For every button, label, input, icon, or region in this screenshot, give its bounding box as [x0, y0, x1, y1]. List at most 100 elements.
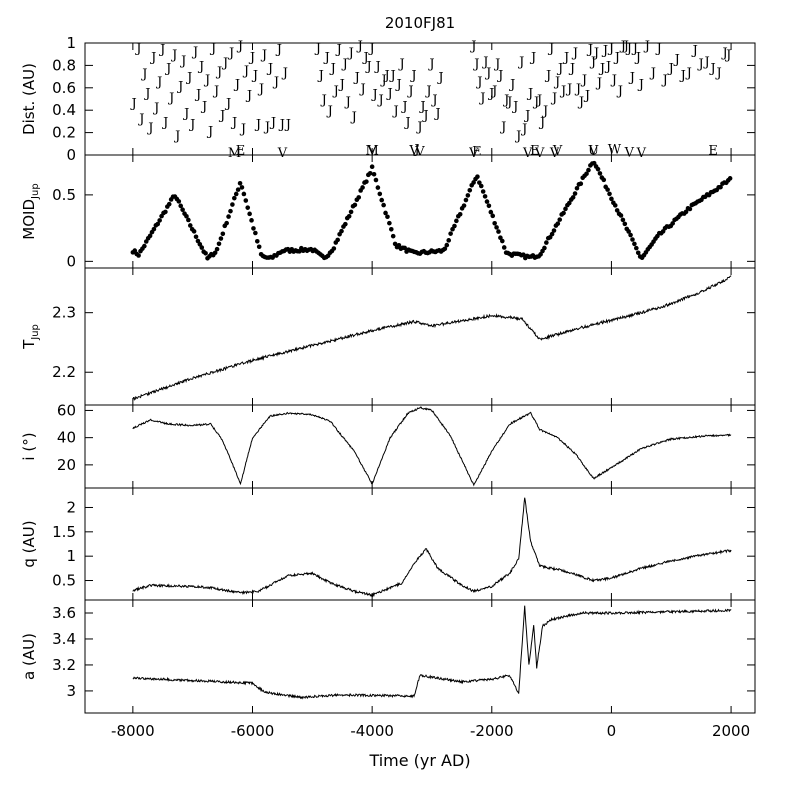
- moid-point: [385, 214, 390, 220]
- moid-point: [339, 228, 344, 234]
- marker-J: J: [478, 91, 485, 106]
- marker-J: J: [598, 62, 605, 77]
- panel-frame-q: [84, 487, 756, 601]
- marker-J: J: [359, 82, 366, 97]
- marker-J: J: [379, 73, 386, 88]
- marker-J: J: [409, 68, 416, 83]
- marker-J: J: [520, 122, 527, 137]
- marker-E: E: [708, 143, 718, 158]
- y-tick-label-dist: 0: [66, 146, 76, 164]
- moid-point: [563, 206, 568, 212]
- moid-point: [467, 187, 473, 193]
- y-axis-label-a: a (AU): [20, 633, 38, 680]
- marker-J: J: [526, 86, 533, 101]
- marker-J: J: [714, 66, 721, 81]
- series-line-incl: [132, 406, 732, 487]
- moid-point: [488, 209, 494, 215]
- marker-J: J: [269, 115, 276, 130]
- marker-V: V: [366, 143, 377, 158]
- marker-J: J: [493, 57, 500, 72]
- panel-frame-incl: [84, 404, 756, 489]
- moid-point: [249, 218, 254, 223]
- marker-E: E: [236, 143, 246, 158]
- marker-J: J: [149, 50, 156, 65]
- y-axis-label-incl: i (°): [20, 432, 38, 460]
- marker-J: J: [248, 50, 255, 65]
- marker-J: J: [251, 68, 258, 83]
- moid-point: [360, 185, 365, 190]
- marker-J: J: [625, 41, 632, 56]
- marker-U: U: [588, 143, 599, 158]
- moid-point: [551, 228, 557, 233]
- moid-point: [578, 181, 584, 187]
- marker-J: J: [155, 75, 162, 90]
- moid-point: [612, 203, 618, 208]
- moid-point: [727, 176, 733, 181]
- moid-point: [136, 253, 141, 258]
- moid-point: [475, 174, 480, 179]
- panel-tjup: 2.2 2.3 TJup: [20, 267, 756, 406]
- moid-point: [375, 185, 381, 190]
- y-tick-label-tjup: 2.2: [52, 363, 76, 381]
- moid-point: [484, 199, 490, 204]
- marker-J: J: [197, 59, 204, 74]
- marker-J: J: [559, 84, 566, 99]
- marker-M: M: [228, 146, 241, 161]
- marker-J: J: [667, 62, 674, 77]
- moid-point: [216, 241, 222, 247]
- marker-J: J: [697, 57, 704, 72]
- marker-J: J: [490, 84, 497, 99]
- marker-J: J: [616, 84, 623, 99]
- moid-point: [463, 197, 469, 203]
- marker-J: J: [257, 82, 264, 97]
- marker-J: J: [254, 118, 261, 133]
- moid-point: [377, 191, 383, 197]
- marker-J: J: [236, 39, 243, 54]
- y-axis-label-text-moid: MOID: [20, 199, 38, 240]
- y-tick-label-tjup: 2.3: [52, 304, 76, 322]
- moid-point: [151, 226, 157, 232]
- moid-point: [482, 194, 488, 199]
- moid-point: [572, 191, 578, 196]
- marker-J: J: [586, 43, 593, 58]
- x-tick-label: 0: [607, 722, 617, 740]
- moid-point: [166, 201, 172, 207]
- marker-J: J: [610, 73, 617, 88]
- moid-point: [256, 244, 262, 250]
- moid-point: [387, 220, 392, 226]
- marker-J: J: [502, 93, 509, 108]
- marker-J: J: [400, 100, 407, 115]
- marker-J: J: [161, 115, 168, 130]
- marker-J: J: [374, 59, 381, 74]
- marker-J: J: [568, 62, 575, 77]
- marker-J: J: [475, 75, 482, 90]
- moid-point: [490, 213, 496, 219]
- marker-J: J: [239, 122, 246, 137]
- y-tick-label-dist: 0.2: [52, 124, 76, 142]
- marker-J: J: [388, 68, 395, 83]
- moid-point: [233, 191, 239, 197]
- y-axis-label-text-dist: Dist. (AU): [20, 63, 38, 135]
- marker-J: J: [574, 82, 581, 97]
- moid-point: [501, 245, 507, 250]
- y-tick-label-q: 1.5: [52, 523, 76, 541]
- marker-J: J: [412, 142, 419, 157]
- moid-point: [461, 203, 467, 208]
- marker-J: J: [571, 46, 578, 61]
- marker-J: J: [622, 39, 629, 54]
- marker-J: J: [335, 43, 342, 58]
- moid-point: [254, 238, 260, 244]
- moid-point: [147, 233, 153, 239]
- marker-V: V: [408, 143, 419, 158]
- panel-incl: 20 40 60 i (°): [20, 401, 756, 489]
- marker-J: J: [260, 48, 267, 63]
- marker-J: J: [649, 66, 656, 81]
- moid-point: [235, 187, 241, 192]
- moid-point: [178, 203, 184, 209]
- moid-point: [228, 208, 233, 214]
- marker-J: J: [152, 101, 159, 116]
- moid-point: [237, 180, 243, 186]
- moid-point: [630, 237, 635, 242]
- marker-J: J: [170, 48, 177, 63]
